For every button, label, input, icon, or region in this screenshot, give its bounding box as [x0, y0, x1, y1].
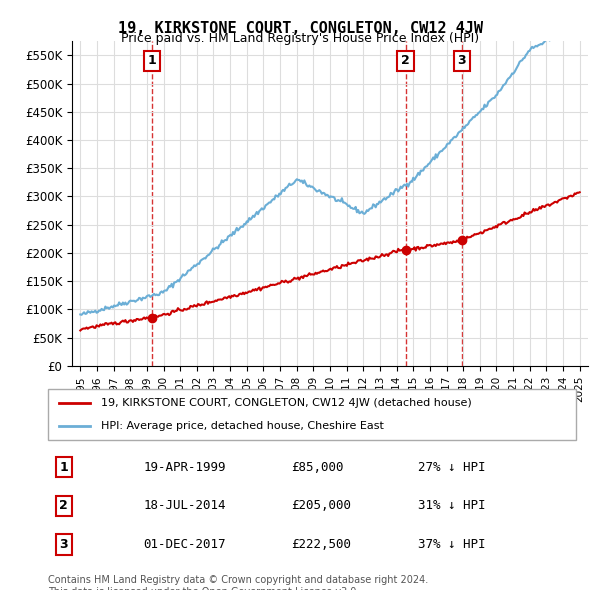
Text: 19-APR-1999: 19-APR-1999 — [143, 461, 226, 474]
Text: 01-DEC-2017: 01-DEC-2017 — [143, 538, 226, 551]
Text: 1: 1 — [59, 461, 68, 474]
FancyBboxPatch shape — [48, 389, 576, 440]
Text: Price paid vs. HM Land Registry's House Price Index (HPI): Price paid vs. HM Land Registry's House … — [121, 32, 479, 45]
Text: £85,000: £85,000 — [291, 461, 343, 474]
Text: £205,000: £205,000 — [291, 499, 351, 513]
Text: 2: 2 — [59, 499, 68, 513]
Text: HPI: Average price, detached house, Cheshire East: HPI: Average price, detached house, Ches… — [101, 421, 383, 431]
Text: 3: 3 — [458, 54, 466, 67]
Text: 19, KIRKSTONE COURT, CONGLETON, CW12 4JW (detached house): 19, KIRKSTONE COURT, CONGLETON, CW12 4JW… — [101, 398, 472, 408]
Text: 19, KIRKSTONE COURT, CONGLETON, CW12 4JW: 19, KIRKSTONE COURT, CONGLETON, CW12 4JW — [118, 21, 482, 35]
Text: 18-JUL-2014: 18-JUL-2014 — [143, 499, 226, 513]
Text: Contains HM Land Registry data © Crown copyright and database right 2024.
This d: Contains HM Land Registry data © Crown c… — [48, 575, 428, 590]
Text: 1: 1 — [148, 54, 156, 67]
Text: 27% ↓ HPI: 27% ↓ HPI — [418, 461, 485, 474]
Text: 2: 2 — [401, 54, 410, 67]
Text: 3: 3 — [59, 538, 68, 551]
Text: £222,500: £222,500 — [291, 538, 351, 551]
Text: 31% ↓ HPI: 31% ↓ HPI — [418, 499, 485, 513]
Text: 37% ↓ HPI: 37% ↓ HPI — [418, 538, 485, 551]
